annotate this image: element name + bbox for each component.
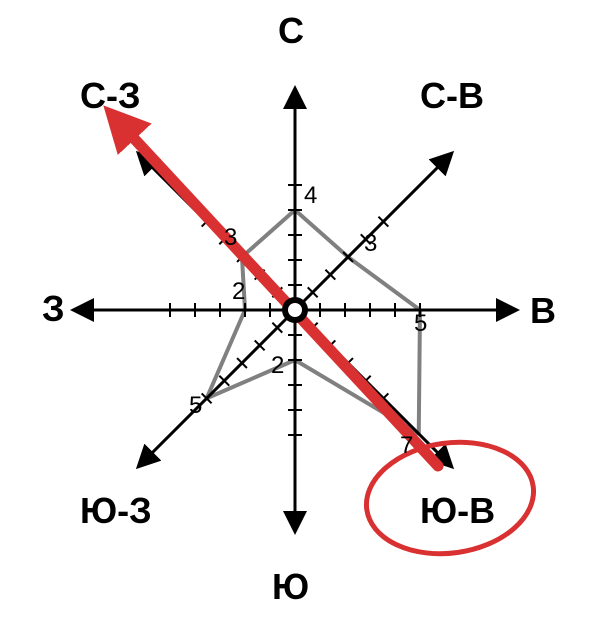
- dir-label-S: Ю: [272, 566, 309, 608]
- dir-label-NW: С-З: [80, 75, 141, 117]
- dir-label-NE: С-В: [420, 75, 484, 117]
- dir-label-SW: Ю-З: [80, 490, 152, 532]
- value-label-SW: 5: [189, 392, 202, 420]
- value-label-E: 5: [414, 310, 427, 338]
- dir-label-W: З: [42, 288, 65, 330]
- value-label-SE: 7: [400, 432, 413, 460]
- value-label-S: 2: [271, 352, 284, 380]
- axis-SW: [150, 310, 295, 455]
- value-label-W: 2: [232, 278, 245, 306]
- value-label-NE: 3: [364, 230, 377, 258]
- center-ring-inner: [288, 303, 302, 317]
- value-label-N: 4: [304, 182, 317, 210]
- prevailing-wind-arrow: [128, 132, 438, 466]
- value-label-NW: 3: [224, 224, 237, 252]
- dir-label-SE: Ю-В: [420, 490, 495, 532]
- dir-label-E: В: [530, 290, 556, 332]
- dir-label-N: С: [278, 10, 304, 52]
